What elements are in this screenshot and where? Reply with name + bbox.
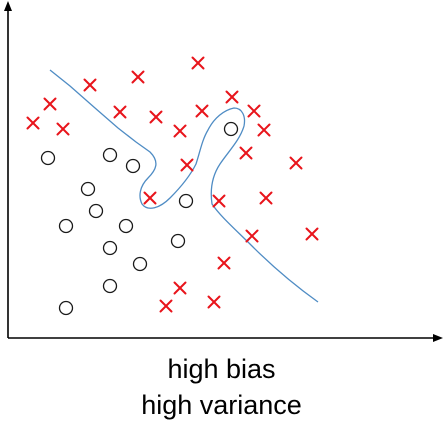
x-marker-icon [83, 78, 97, 92]
x-marker-icon [212, 194, 226, 208]
x-marker-icon [180, 158, 194, 172]
circle-marker-icon [223, 121, 239, 137]
x-marker-icon [305, 227, 319, 241]
circle-marker-icon [88, 203, 104, 219]
circle-marker-icon [58, 218, 74, 234]
circle-markers [40, 121, 239, 316]
caption-high-variance: high variance [141, 390, 302, 420]
x-marker-icon [225, 90, 239, 104]
x-marker-icon [149, 110, 163, 124]
circle-marker-icon [102, 147, 118, 163]
circle-marker-icon [102, 240, 118, 256]
x-marker-icon [131, 70, 145, 84]
circle-marker-icon [40, 150, 56, 166]
circle-marker-icon [58, 300, 74, 316]
x-marker-icon [113, 105, 127, 119]
x-marker-icon [247, 104, 261, 118]
x-marker-icon [195, 104, 209, 118]
circle-marker-icon [132, 256, 148, 272]
x-marker-icon [257, 123, 271, 137]
x-marker-icon [245, 229, 259, 243]
circle-marker-icon [125, 158, 141, 174]
x-marker-icon [259, 191, 273, 205]
x-marker-icon [43, 97, 57, 111]
x-marker-icon [143, 191, 157, 205]
x-marker-icon [173, 281, 187, 295]
decision-boundary [49, 69, 319, 303]
x-marker-icon [56, 122, 70, 136]
x-marker-icon [217, 256, 231, 270]
x-marker-icon [159, 299, 173, 313]
circle-marker-icon [170, 233, 186, 249]
circle-marker-icon [80, 181, 96, 197]
circle-marker-icon [102, 278, 118, 294]
caption-high-bias: high bias [167, 354, 276, 384]
x-marker-icon [191, 56, 205, 70]
x-marker-icon [207, 295, 221, 309]
x-marker-icon [26, 116, 40, 130]
circle-marker-icon [178, 193, 194, 209]
x-marker-icon [173, 124, 187, 138]
x-marker-icon [239, 146, 253, 160]
cross-markers [26, 56, 319, 313]
circle-marker-icon [118, 218, 134, 234]
x-marker-icon [289, 156, 303, 170]
